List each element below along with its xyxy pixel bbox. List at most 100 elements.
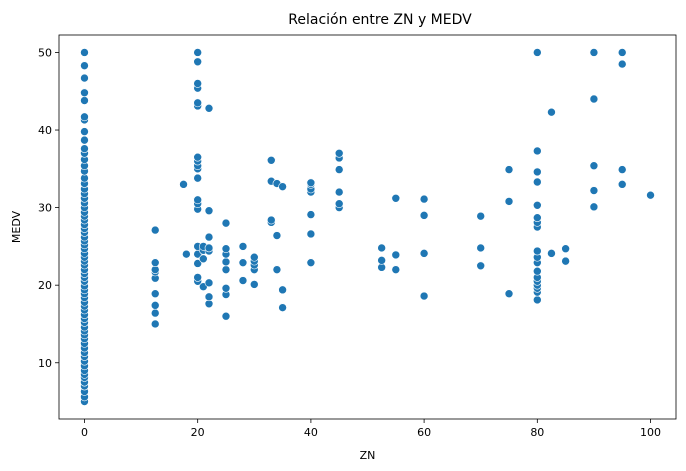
data-point <box>278 285 287 295</box>
data-point <box>561 256 570 266</box>
data-point <box>419 194 429 204</box>
data-point <box>504 197 514 206</box>
data-point <box>238 242 248 251</box>
data-point <box>533 295 542 305</box>
data-point <box>150 225 160 235</box>
data-point <box>377 243 386 253</box>
data-point <box>80 73 89 83</box>
data-point <box>238 276 248 285</box>
data-point <box>476 261 486 271</box>
data-point <box>150 308 160 318</box>
data-point <box>547 107 556 117</box>
data-point <box>221 218 231 228</box>
data-point <box>193 273 202 282</box>
data-point <box>193 173 202 183</box>
data-point <box>533 213 542 222</box>
data-point <box>193 195 202 205</box>
data-point <box>419 211 429 220</box>
data-point <box>204 232 214 242</box>
data-point <box>589 94 599 104</box>
data-point <box>533 266 542 276</box>
data-point <box>221 283 231 293</box>
data-point <box>193 48 202 57</box>
data-point <box>391 250 401 260</box>
data-point <box>204 278 214 288</box>
plot-frame <box>58 34 677 420</box>
data-point <box>589 48 599 57</box>
data-point <box>278 182 287 191</box>
data-point <box>419 291 429 301</box>
data-point <box>204 206 214 216</box>
y-tick-label: 10 <box>38 357 52 370</box>
data-point <box>80 88 89 98</box>
x-tick-label: 80 <box>530 426 544 439</box>
data-point <box>204 104 214 113</box>
x-tick-label: 0 <box>81 426 88 439</box>
data-point <box>80 96 89 105</box>
data-point <box>193 57 202 67</box>
data-point <box>646 190 655 200</box>
data-point <box>80 144 89 153</box>
data-point <box>179 180 188 189</box>
data-points <box>80 48 655 406</box>
data-point <box>589 186 599 195</box>
data-point <box>377 256 386 265</box>
data-point <box>334 187 344 197</box>
data-point <box>334 199 344 209</box>
data-point <box>533 200 542 210</box>
data-point <box>80 61 89 70</box>
axis-ticks: 0 20 40 60 80 100 10 20 30 40 50 <box>38 46 661 439</box>
data-point <box>150 301 160 310</box>
data-point <box>80 112 89 122</box>
data-point <box>617 165 627 174</box>
x-tick-label: 100 <box>640 426 661 439</box>
data-point <box>533 246 542 256</box>
data-point <box>504 165 514 174</box>
y-tick-label: 40 <box>38 124 52 137</box>
x-tick-label: 60 <box>417 426 431 439</box>
data-point <box>221 265 231 274</box>
data-point <box>476 211 486 221</box>
data-point <box>533 48 542 57</box>
data-point <box>561 244 570 254</box>
data-point <box>533 146 542 156</box>
chart-title: Relación entre ZN y MEDV <box>288 12 472 28</box>
data-point <box>306 178 316 188</box>
data-point <box>204 292 214 302</box>
data-point <box>249 280 259 289</box>
y-axis-label: MEDV <box>10 210 23 243</box>
data-point <box>272 231 282 240</box>
data-point <box>221 244 231 254</box>
data-point <box>80 48 89 57</box>
data-point <box>238 258 248 267</box>
data-point <box>391 193 401 203</box>
data-point <box>476 243 486 253</box>
data-point <box>278 303 287 312</box>
data-point <box>272 265 282 274</box>
data-point <box>547 249 556 258</box>
data-point <box>150 319 160 329</box>
data-point <box>617 48 627 57</box>
data-point <box>533 167 542 177</box>
data-point <box>182 249 191 259</box>
data-point <box>306 229 316 239</box>
data-point <box>391 265 401 274</box>
data-point <box>221 257 231 267</box>
y-tick-label: 50 <box>38 46 52 59</box>
data-point <box>306 210 316 219</box>
data-point <box>249 252 259 262</box>
data-point <box>193 98 202 108</box>
data-point <box>419 249 429 258</box>
data-point <box>617 59 627 69</box>
data-point <box>204 243 214 253</box>
x-tick-label: 20 <box>191 426 205 439</box>
data-point <box>617 180 627 189</box>
data-point <box>193 79 202 88</box>
data-point <box>334 165 344 174</box>
data-point <box>80 127 89 136</box>
data-point <box>80 135 89 145</box>
data-point <box>150 258 160 267</box>
y-tick-label: 20 <box>38 279 52 292</box>
data-point <box>504 289 514 299</box>
